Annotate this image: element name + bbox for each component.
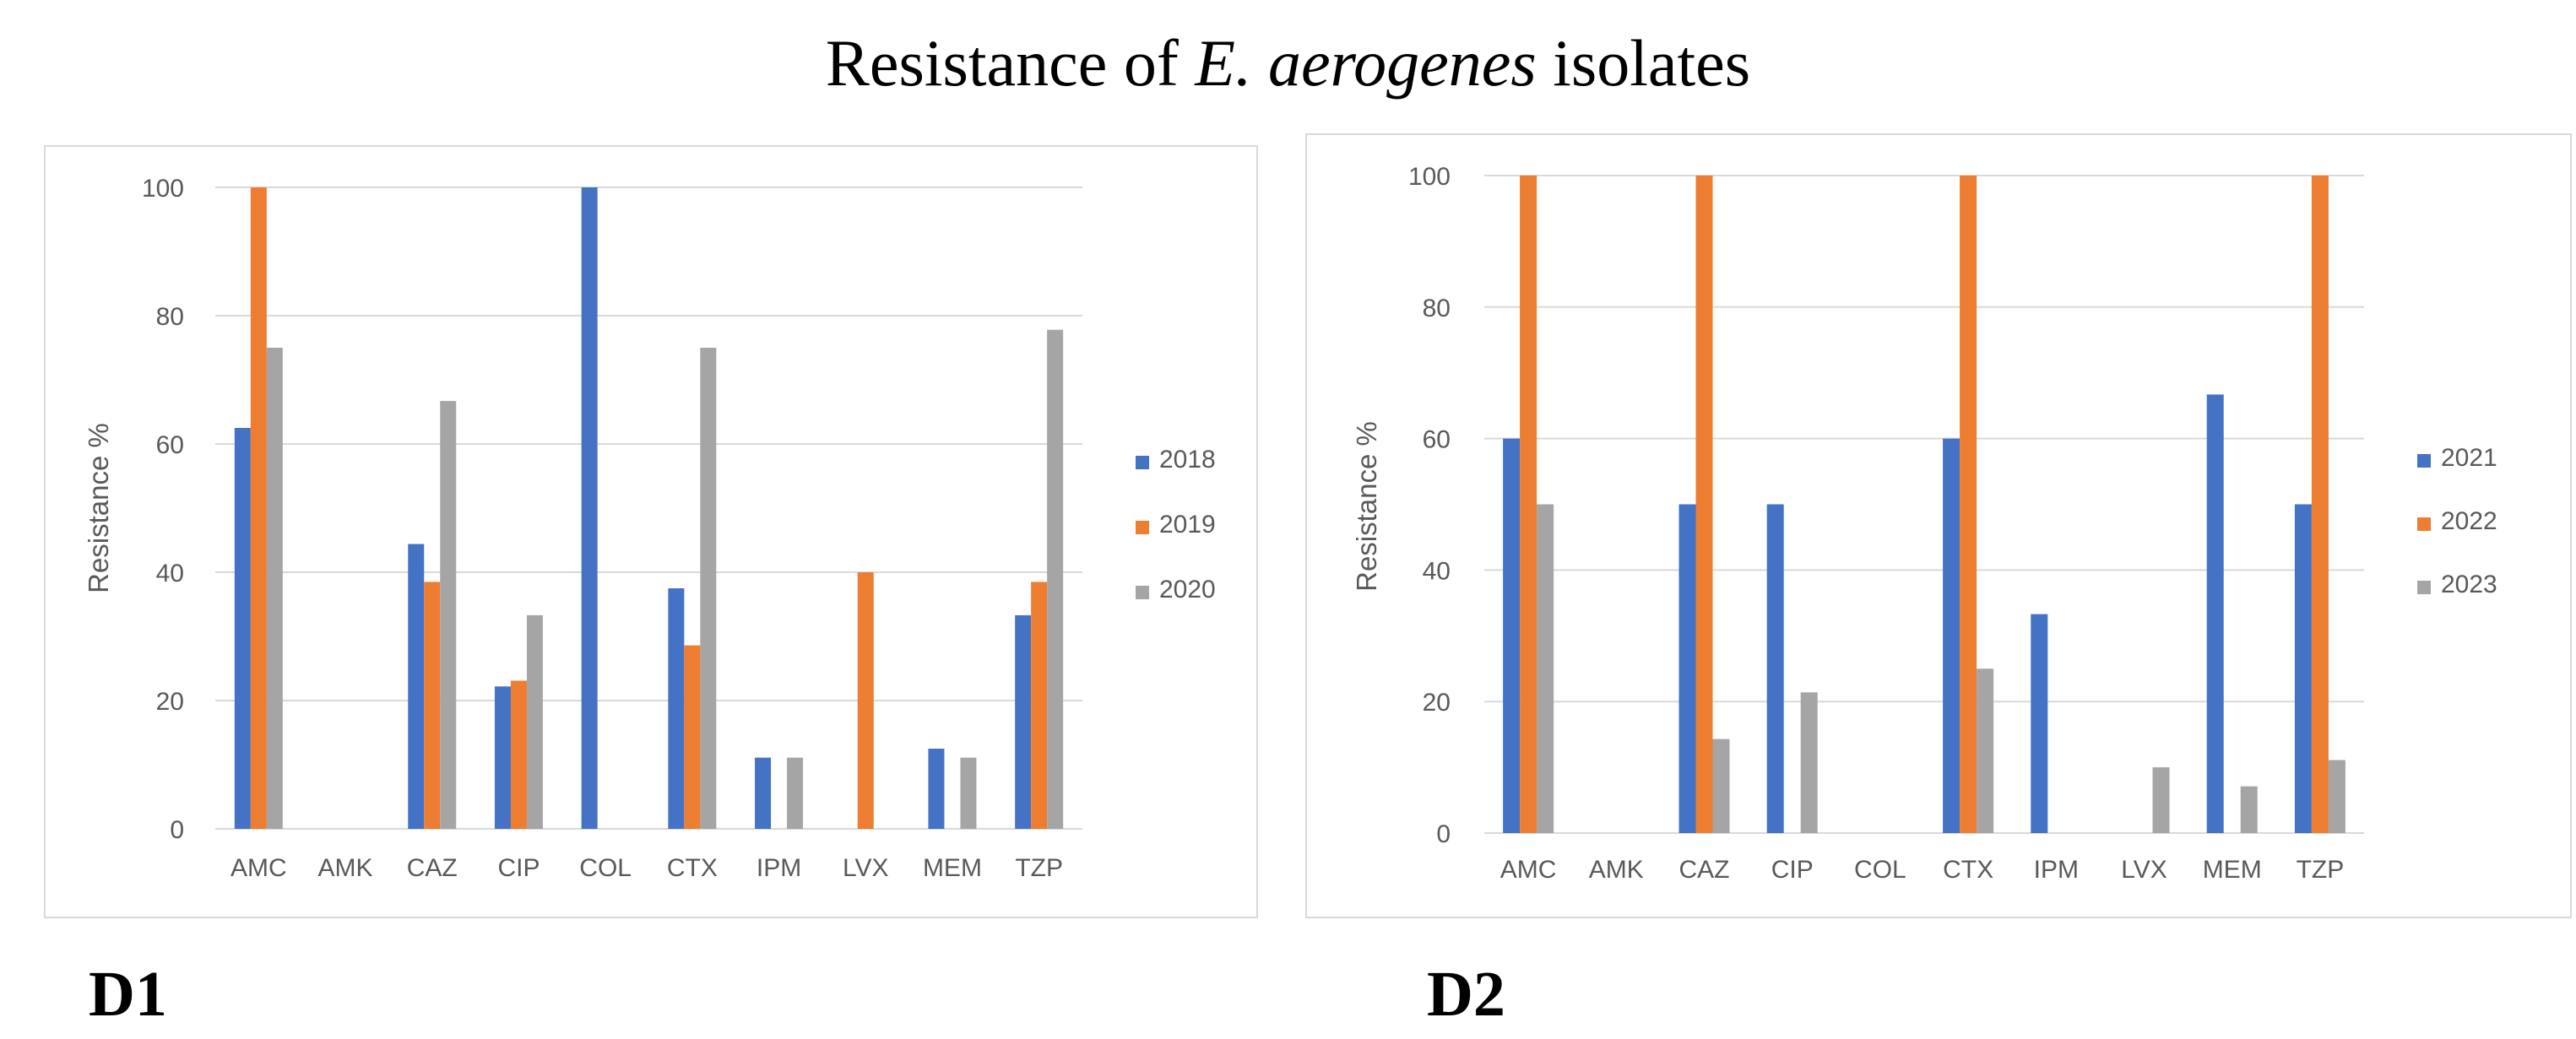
bar-2023-mem: [2240, 786, 2258, 833]
x-category-label: CTX: [1943, 856, 1993, 884]
chart-d2: 0 20 40 60 80 100 Resistance % AMC AMK CAZ CIP COL C…: [1351, 163, 2497, 884]
y-tick-label: 80: [1423, 295, 1451, 322]
bar-2020-amc: [266, 348, 283, 829]
legend-swatch-2019: [1136, 521, 1149, 534]
x-category-label: MEM: [2203, 856, 2262, 884]
x-category-label: IPM: [2034, 856, 2079, 884]
legend-swatch-2021: [2417, 454, 2431, 468]
y-tick-label: 100: [1408, 163, 1451, 191]
bar-2019-cip: [510, 680, 527, 829]
y-tick-label: 60: [1423, 426, 1451, 454]
x-category-label: CIP: [497, 854, 540, 882]
figure-title: Resistance of E. aerogenes isolates: [0, 25, 2576, 101]
x-category-label: LVX: [2121, 856, 2167, 884]
bar-2022-ctx: [1960, 176, 1977, 833]
panel-label-d1: D1: [89, 959, 167, 1030]
bar-2018-ipm: [755, 757, 772, 829]
x-category-label: COL: [1854, 856, 1906, 884]
bar-2021-ipm: [2031, 614, 2048, 833]
bar-2022-caz: [1695, 176, 1713, 833]
y-tick-label: 100: [142, 175, 184, 203]
y-tick-label: 40: [156, 560, 184, 587]
bar-2018-cip: [494, 686, 511, 829]
bar-2020-caz: [440, 401, 457, 829]
x-category-label: TZP: [2297, 856, 2345, 884]
y-axis-label: Resistance %: [83, 423, 114, 593]
y-tick-label: 20: [156, 688, 184, 716]
bar-2019-lvx: [857, 572, 874, 829]
bar-2021-ctx: [1943, 438, 1960, 833]
bar-2020-cip: [526, 614, 543, 829]
bar-2023-lvx: [2152, 767, 2170, 833]
figure-title-suffix: isolates: [1536, 26, 1751, 100]
x-category-label: CIP: [1771, 856, 1814, 884]
legend-swatch-2022: [2417, 517, 2431, 531]
y-tick-label: 40: [1423, 557, 1451, 585]
bar-2018-col: [581, 187, 598, 829]
bar-2022-amc: [1520, 176, 1537, 833]
x-category-label: LVX: [843, 854, 888, 882]
bar-2023-cip: [1800, 692, 1818, 833]
bar-2022-tzp: [2311, 176, 2329, 833]
bar-2021-amc: [1503, 438, 1521, 833]
legend-label-2020: 2020: [1159, 576, 1216, 603]
y-tick-label: 60: [156, 431, 184, 459]
bar-2021-tzp: [2294, 504, 2312, 833]
x-category-label: AMC: [230, 854, 287, 882]
bar-2018-ctx: [668, 588, 685, 829]
legend-label-2019: 2019: [1159, 511, 1216, 538]
bar-2020-ctx: [700, 348, 717, 829]
bar-2023-caz: [1712, 739, 1730, 833]
bar-2018-amc: [234, 428, 251, 829]
legend-label-2021: 2021: [2441, 444, 2497, 472]
bar-2021-caz: [1678, 504, 1696, 833]
bar-2023-amc: [1537, 504, 1554, 833]
bar-2023-tzp: [2328, 760, 2346, 833]
bar-2021-cip: [1766, 504, 1784, 833]
x-category-label: COL: [579, 854, 632, 882]
bar-2021-mem: [2206, 394, 2224, 834]
x-category-label: CAZ: [1679, 856, 1730, 884]
figure-title-prefix: Resistance of: [825, 26, 1196, 100]
x-category-label: AMK: [1589, 856, 1644, 884]
x-category-label: CAZ: [407, 854, 458, 882]
x-category-label: CTX: [667, 854, 718, 882]
x-category-label: MEM: [923, 854, 982, 882]
bar-2020-mem: [960, 757, 977, 829]
x-category-label: IPM: [757, 854, 801, 882]
legend-label-2018: 2018: [1159, 446, 1216, 474]
x-category-label: TZP: [1015, 854, 1063, 882]
legend-label-2023: 2023: [2441, 571, 2497, 598]
bar-2019-caz: [424, 582, 441, 829]
y-tick-label: 0: [1436, 820, 1451, 848]
bar-2019-amc: [250, 187, 267, 829]
legend-swatch-2018: [1136, 456, 1149, 469]
figure-title-species: E. aerogenes: [1195, 26, 1537, 100]
bar-2018-mem: [928, 749, 945, 829]
y-tick-label: 80: [156, 303, 184, 331]
bar-2020-ipm: [787, 757, 804, 829]
legend-label-2022: 2022: [2441, 507, 2497, 535]
y-tick-label: 0: [170, 816, 184, 844]
legend-swatch-2020: [1136, 586, 1149, 599]
y-axis-label: Resistance %: [1351, 421, 1382, 592]
bar-2018-caz: [408, 544, 425, 829]
chart-d1: 0 20 40 60 80 100 Resistance % AMC AMK CAZ CIP COL C…: [83, 175, 1216, 882]
y-tick-label: 20: [1423, 689, 1451, 717]
bar-2023-ctx: [1977, 668, 1994, 833]
bar-2018-tzp: [1015, 614, 1032, 829]
bar-2019-tzp: [1031, 582, 1048, 829]
panel-label-d2: D2: [1427, 959, 1505, 1030]
legend-swatch-2023: [2417, 581, 2431, 594]
bar-2020-tzp: [1047, 329, 1064, 830]
bar-2019-ctx: [684, 645, 701, 829]
x-category-label: AMC: [1500, 856, 1557, 884]
x-category-label: AMK: [318, 854, 373, 882]
